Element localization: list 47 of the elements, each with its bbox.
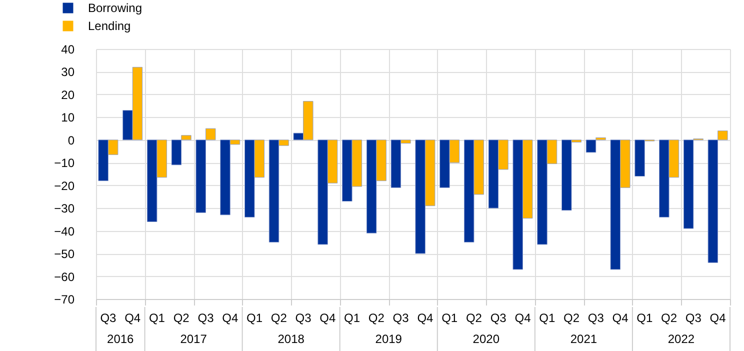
x-tick-label: Q3 xyxy=(198,311,214,325)
x-tick-label: Q3 xyxy=(295,311,312,325)
text: 2022 xyxy=(668,332,695,346)
x-tick-label: Q1 xyxy=(148,311,166,325)
x-tick-label: Q1 xyxy=(344,311,360,325)
x-tick-label: Q1 xyxy=(636,311,653,325)
x-tick-label: Q2 xyxy=(270,311,288,325)
x-tick-label: Q4 xyxy=(124,311,141,325)
text: 2021 xyxy=(570,332,598,346)
x-tick-label: Q1 xyxy=(539,311,556,325)
x-tick-label: Q2 xyxy=(563,311,580,325)
text: 2018 xyxy=(278,332,305,346)
y-tick-label: −50 xyxy=(54,247,75,262)
legend-label: Borrowing xyxy=(88,1,142,15)
x-tick-label: Q2 xyxy=(466,311,482,325)
x-tick-label: Q3 xyxy=(490,311,507,325)
y-tick-label: −10 xyxy=(54,156,75,170)
legend-label: Lending xyxy=(88,19,131,33)
y-tick-label: −20 xyxy=(54,178,75,193)
x-tick-label: Q4 xyxy=(612,311,629,325)
x-tick-label: Q1 xyxy=(246,311,263,325)
x-tick-label: Q4 xyxy=(222,311,238,325)
y-tick-label: 30 xyxy=(61,65,75,80)
x-tick-label: Q2 xyxy=(368,311,385,325)
y-tick-label: −70 xyxy=(54,292,75,306)
text: 2016 xyxy=(107,332,134,346)
y-tick-label: −40 xyxy=(54,224,75,238)
x-tick-label: Q4 xyxy=(417,311,434,325)
text: 2017 xyxy=(180,332,208,346)
x-tick-label: Q1 xyxy=(442,311,458,325)
x-tick-label: Q4 xyxy=(320,311,336,325)
text: 2019 xyxy=(375,332,402,346)
x-tick-label: Q4 xyxy=(514,311,532,325)
x-tick-label: Q3 xyxy=(588,311,604,325)
x-tick-label: Q3 xyxy=(392,311,410,325)
x-tick-label: Q3 xyxy=(685,311,702,325)
x-tick-label: Q2 xyxy=(661,311,678,325)
y-tick-label: 10 xyxy=(61,110,75,125)
y-tick-label: 0 xyxy=(68,133,75,148)
y-tick-label: 40 xyxy=(61,42,75,56)
x-tick-label: Q2 xyxy=(173,311,190,325)
y-tick-label: −60 xyxy=(54,270,75,284)
x-tick-label: Q3 xyxy=(100,311,117,325)
text: 2020 xyxy=(472,332,500,346)
y-tick-label: 20 xyxy=(61,88,75,102)
x-tick-label: Q4 xyxy=(710,311,726,325)
y-tick-label: −30 xyxy=(54,202,75,216)
